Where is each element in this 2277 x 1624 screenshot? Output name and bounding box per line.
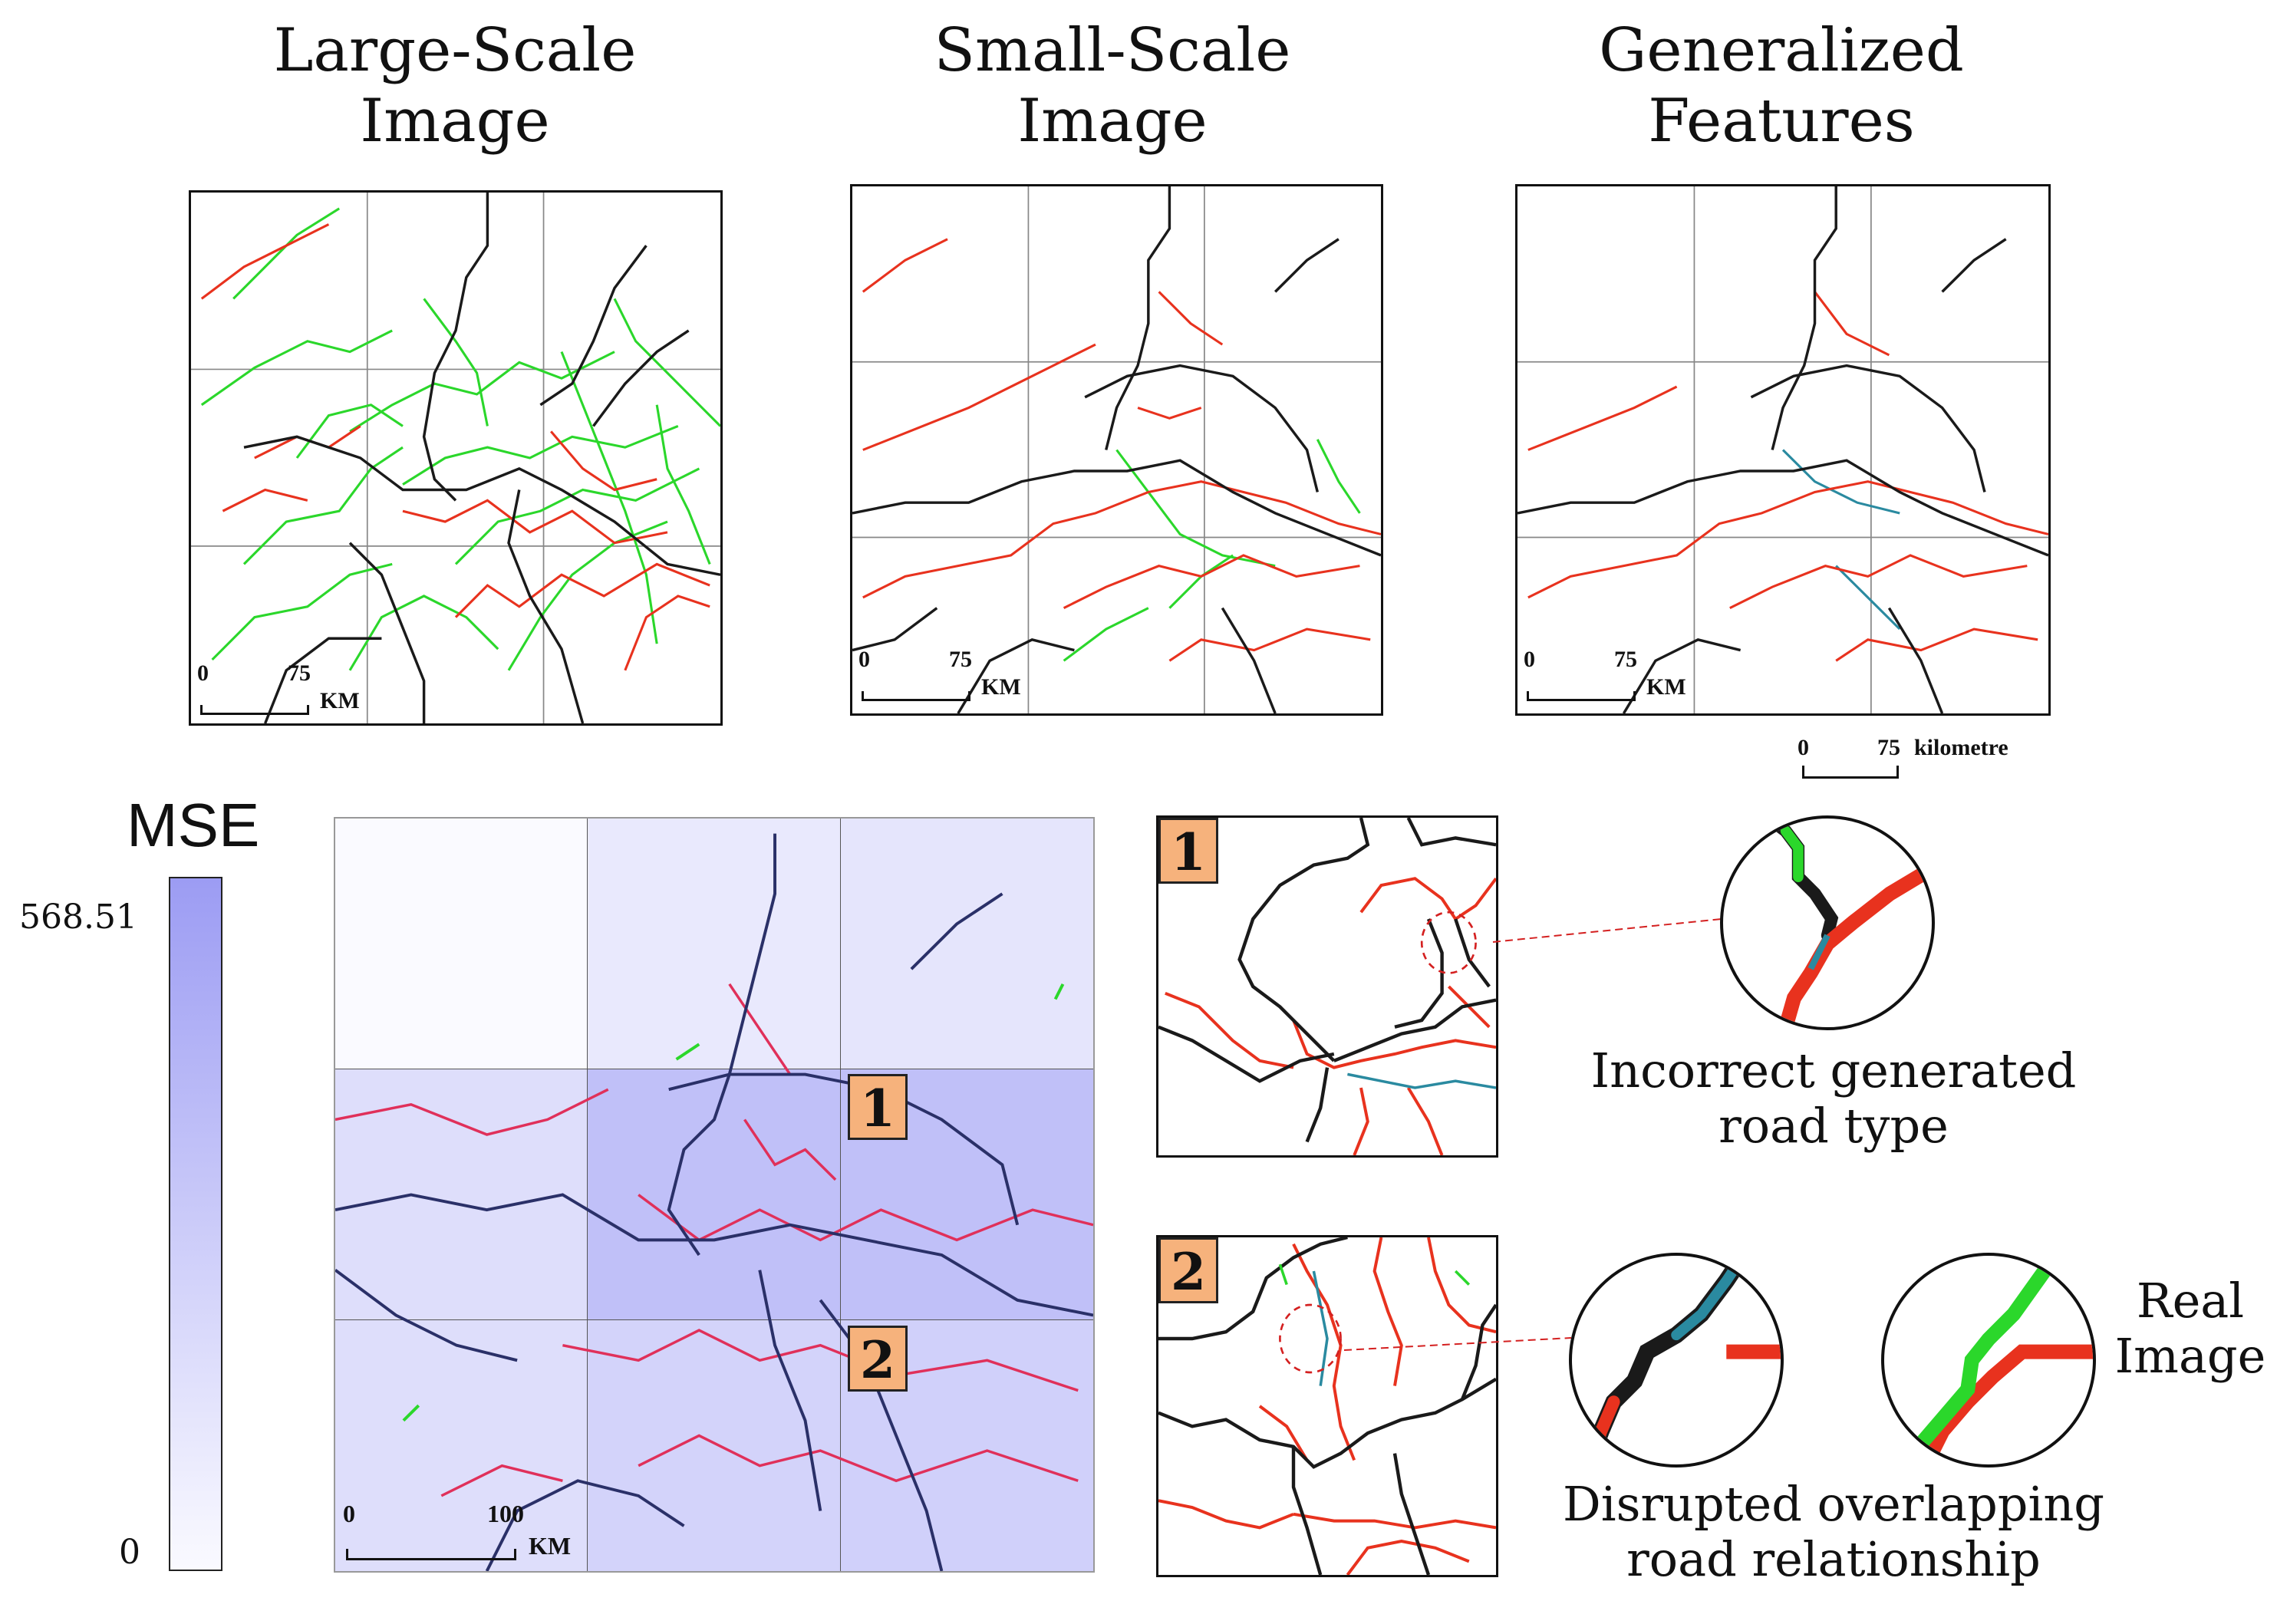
top-scalebar-1: 0 75 KM (197, 660, 366, 722)
scale-value: 75 (288, 660, 311, 686)
mse-colorbar (169, 877, 222, 1571)
mse-title: MSE (127, 791, 260, 859)
magnify-roads-real (1910, 1256, 2093, 1464)
small-scale-map: 0 75 KM (850, 184, 1383, 716)
heatmap-cell-0-2 (840, 819, 1093, 1069)
kilometre-scalebar: 0 75 kilometre (1791, 735, 2068, 789)
small-scale-roads (852, 186, 1381, 713)
scale-zero: 0 (197, 660, 209, 686)
heatmap-badge-2: 2 (848, 1326, 908, 1392)
large-scale-roads (191, 193, 720, 723)
magnify-roads-1 (1762, 819, 1932, 1027)
scale-unit: KM (529, 1532, 572, 1560)
title-generalized: Generalized Features (1599, 16, 1964, 156)
title-small-scale: Small-Scale Image (934, 16, 1291, 156)
highlight-circle-2 (1279, 1303, 1342, 1374)
title-large-scale: Large-Scale Image (273, 16, 637, 156)
top-scalebar-3: 0 75 KM (1524, 647, 1692, 708)
heatmap-cell-0-1 (588, 819, 841, 1069)
heatmap-badge-1: 1 (848, 1074, 908, 1140)
generalized-map: 0 75 KM (1515, 184, 2051, 716)
scale-value: 75 (1614, 647, 1637, 672)
caption-disrupted-relationship: Disrupted overlapping road relationship (1563, 1476, 2104, 1587)
generalized-roads (1517, 186, 2048, 713)
heatmap-cell-1-1 (588, 1069, 841, 1320)
scale-unit: KM (320, 688, 360, 713)
magnify-circle-incorrect-type (1720, 815, 1935, 1030)
magnify-roads-2 (1580, 1256, 1781, 1464)
mse-heatmap-map: 0 100 KM (334, 817, 1095, 1573)
top-scalebar-2: 0 75 KM (858, 647, 1027, 708)
caption-incorrect-road-type: Incorrect generated road type (1590, 1043, 2077, 1154)
large-scale-map: 0 75 KM (189, 190, 723, 726)
heatmap-cell-2-1 (588, 1320, 841, 1571)
mse-min-label: 0 (119, 1533, 140, 1572)
bottom-scalebar: 0 100 KM (343, 1500, 588, 1569)
mse-max-label: 568.51 (19, 898, 137, 937)
zoom-panel-2 (1156, 1235, 1498, 1577)
magnify-circle-generated (1569, 1253, 1784, 1468)
magnify-circle-real (1881, 1253, 2096, 1468)
heatmap-cell-2-0 (335, 1320, 588, 1571)
scale-unit: KM (981, 674, 1021, 700)
caption-real-image: Real Image (2114, 1273, 2266, 1384)
zoom-2-roads (1158, 1237, 1496, 1575)
zoom-1-roads (1158, 818, 1496, 1155)
heatmap-cell-0-0 (335, 819, 588, 1069)
scale-value: 75 (949, 647, 972, 672)
zoom-badge-2: 2 (1158, 1237, 1218, 1303)
scale-zero: 0 (1524, 647, 1535, 672)
scale-zero: 0 (858, 647, 870, 672)
scale-zero: 0 (343, 1500, 355, 1527)
scale-value: 100 (487, 1500, 524, 1527)
scale-unit: kilometre (1914, 735, 2008, 760)
heatmap-roads (335, 833, 1093, 1571)
scale-zero: 0 (1798, 735, 1809, 760)
zoom-badge-1: 1 (1158, 818, 1218, 884)
scale-value: 75 (1877, 735, 1900, 760)
scale-unit: KM (1646, 674, 1686, 700)
highlight-circle-1 (1420, 911, 1477, 974)
